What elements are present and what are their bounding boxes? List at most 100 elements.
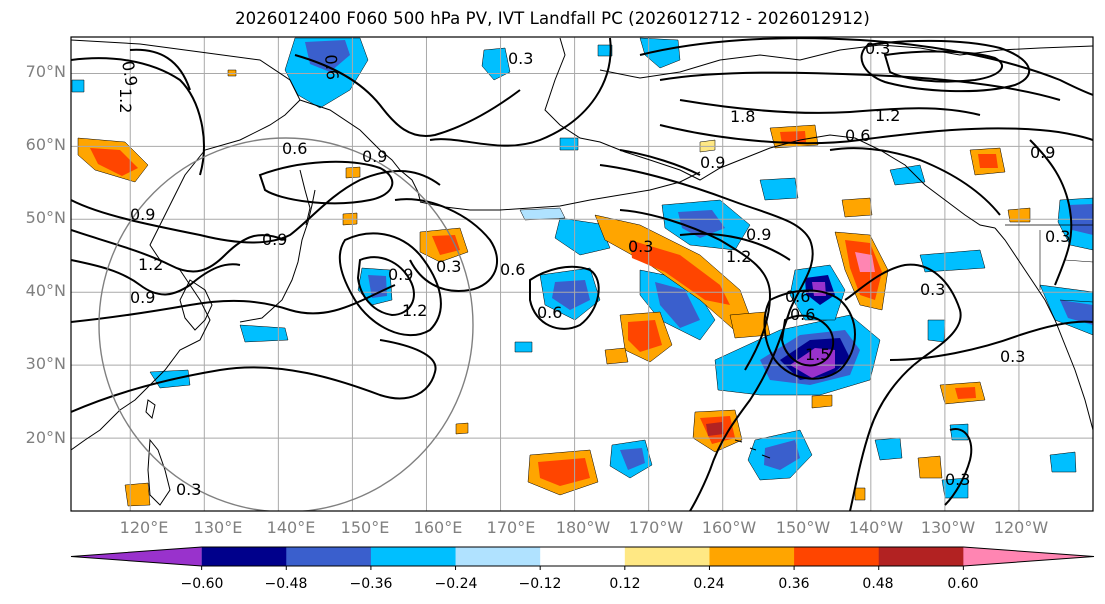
negative-patch <box>481 47 511 81</box>
plot-frame <box>70 36 1094 512</box>
colorbar-tick-label: 0.24 <box>693 576 725 592</box>
positive-patch <box>90 148 138 176</box>
negative-patch <box>559 137 579 151</box>
pv-contour <box>829 147 1001 216</box>
pv-contour <box>780 314 835 367</box>
pv-contour <box>599 164 814 511</box>
contour-label: 0.6 <box>785 287 810 306</box>
positive-patch <box>917 455 943 479</box>
lon-label: 120°W <box>993 518 1049 537</box>
pv-contour <box>659 71 1061 101</box>
contour-label: 1.2 <box>875 106 900 125</box>
colorbar-tick-label: −0.48 <box>264 576 308 592</box>
positive-patch <box>455 422 469 435</box>
lon-label: 180°W <box>555 518 611 537</box>
lat-label-50n: 50°N <box>25 208 66 227</box>
colorbar-swatch <box>540 547 626 566</box>
pv-contour <box>639 37 1093 96</box>
lon-label: 140°E <box>266 518 316 537</box>
shaded-correlation-field <box>71 37 1093 507</box>
aleutian-chain <box>419 171 701 211</box>
state-borders <box>1039 230 1093 303</box>
colorbar-tick-label: −0.24 <box>434 576 478 592</box>
positive-patch <box>628 320 662 352</box>
colorbar-swatch <box>286 547 372 566</box>
colorbar-swatch <box>624 547 710 566</box>
pv-contour <box>129 48 191 91</box>
contour-label: 0.9 <box>388 265 413 284</box>
contour-label: 0.3 <box>176 480 201 499</box>
contour-label: 1.2 <box>116 88 135 113</box>
alaska-coastline <box>544 37 996 229</box>
pv-contour <box>944 428 973 506</box>
taiwan-coastline <box>145 399 156 419</box>
negative-patch <box>597 44 613 57</box>
colorbar-tick-label: −0.60 <box>180 576 224 592</box>
negative-patch <box>514 341 533 353</box>
lon-label: 130°E <box>193 518 243 537</box>
colorbar-swatch <box>370 547 457 566</box>
lat-label-40n: 40°N <box>25 281 66 300</box>
contour-label-group: 0.3 0.6 0.9 0.9 0.9 1.2 0.9 0.6 0.6 0.9 … <box>116 39 1070 499</box>
negative-patch <box>759 177 799 201</box>
colorbar-swatch <box>963 547 1094 566</box>
contour-label: 0.9 <box>262 230 287 249</box>
negative-patch <box>519 207 566 221</box>
pv-contour <box>860 39 1030 93</box>
asia-coastline <box>71 39 301 451</box>
gridlines <box>71 37 1093 511</box>
negative-patch <box>1060 300 1093 325</box>
lon-label: 160°E <box>413 518 463 537</box>
colorbar-swatch <box>71 547 202 566</box>
negative-patch <box>620 448 645 470</box>
negative-patch <box>305 40 350 72</box>
colorbar-tick-label: −0.36 <box>349 576 393 592</box>
contour-label: 0.9 <box>1030 143 1055 162</box>
pv-contour <box>1029 139 1073 286</box>
colorbar-swatch <box>878 547 964 566</box>
negative-patch <box>554 217 611 256</box>
lon-label: 150°E <box>340 518 390 537</box>
positive-patch <box>955 387 976 399</box>
pv-contour <box>679 232 791 261</box>
pv-contour <box>429 37 612 147</box>
contour-label: 0.3 <box>945 470 970 489</box>
negative-patch <box>552 280 590 310</box>
contour-label: 0.6 <box>845 126 870 145</box>
colorbar <box>70 546 1095 570</box>
contour-label: 0.3 <box>1045 227 1070 246</box>
philippines-coastline <box>147 438 171 506</box>
contour-label: 0.3 <box>920 280 945 299</box>
colorbar-swatch <box>709 547 795 566</box>
positive-patch <box>729 311 771 339</box>
contour-label: 1.8 <box>730 107 755 126</box>
sakhalin-coastline <box>299 169 311 226</box>
colorbar-swatch <box>455 547 541 566</box>
negative-patch <box>874 437 903 461</box>
pv-contour <box>71 259 241 296</box>
contour-label: 0.6 <box>537 303 562 322</box>
pv-contour <box>294 54 521 137</box>
contour-label: 0.3 <box>508 49 533 68</box>
pv-contour <box>619 209 772 371</box>
colorbar-swatch <box>794 547 880 566</box>
negative-patch <box>639 37 681 69</box>
contour-label: 0.9 <box>362 147 387 166</box>
pv-contour <box>659 124 1093 145</box>
positive-patch <box>780 131 806 144</box>
positive-patch <box>978 154 998 168</box>
positive-patch <box>345 166 361 179</box>
lat-label-60n: 60°N <box>25 135 66 154</box>
negative-patch <box>71 79 85 93</box>
pv-contour <box>763 289 856 380</box>
coastlines <box>71 37 1093 506</box>
positive-patch <box>706 422 724 436</box>
negative-patch <box>1049 451 1077 473</box>
negative-patch <box>889 164 926 186</box>
colorbar-swatch <box>201 547 287 566</box>
positive-patch <box>841 197 873 218</box>
pv-contour <box>619 149 701 176</box>
negative-patch <box>655 282 700 328</box>
japan-coastline <box>239 189 316 323</box>
